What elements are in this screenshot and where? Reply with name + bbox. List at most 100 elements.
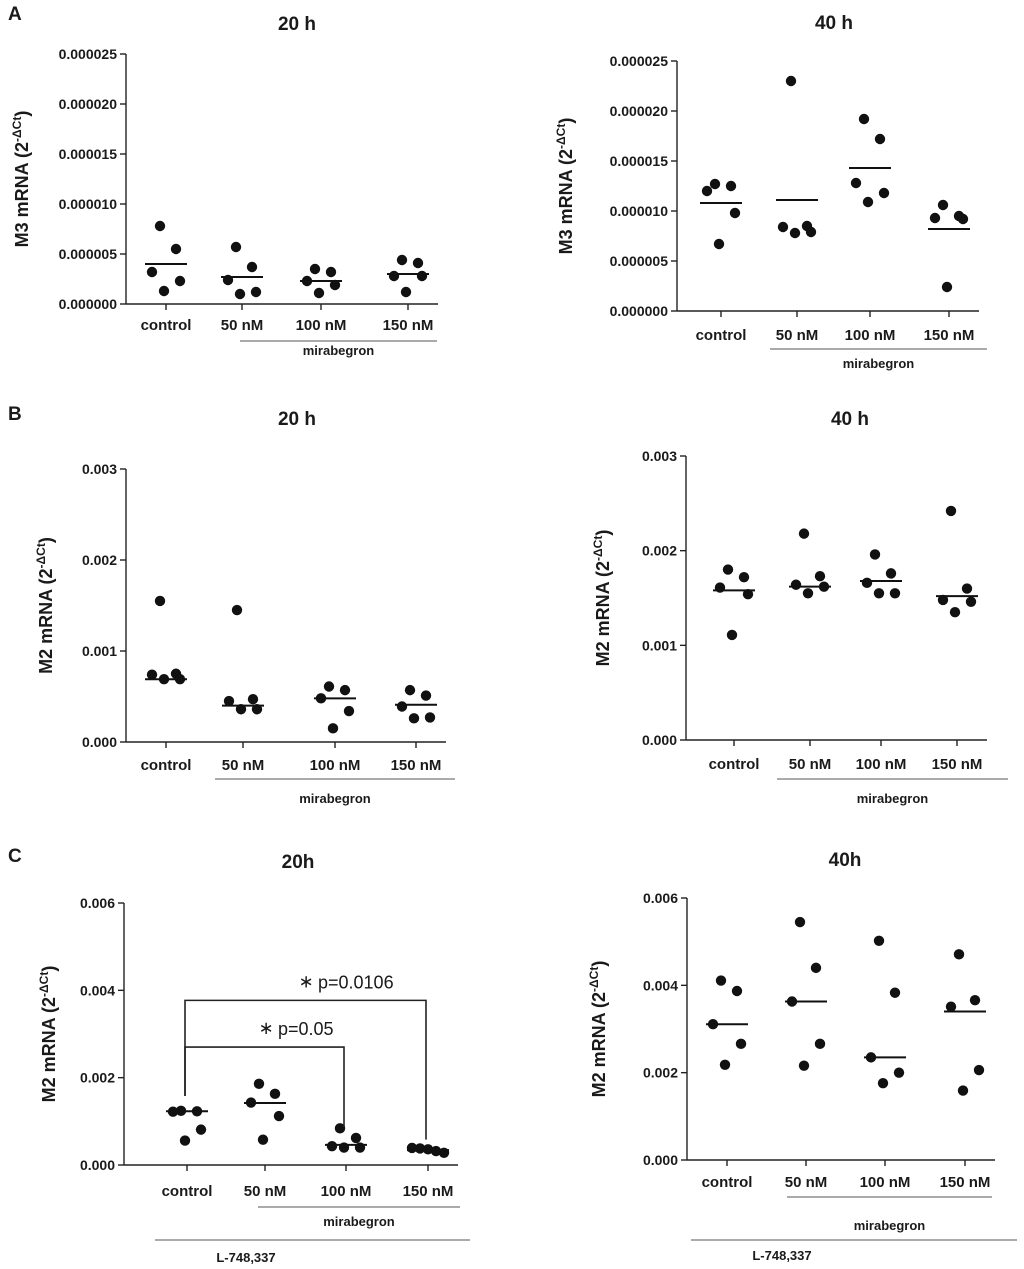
- data-point: [861, 577, 873, 589]
- y-tick-label: 0.002: [82, 552, 117, 568]
- chart-6: 40h 0.000 0.002 0.004 0.006 control 50 nM 100 n…: [587, 850, 1017, 1263]
- chart-1: 20 h 0.000000 0.000005 0.000010 0.000015 0.00…: [10, 14, 438, 358]
- y-tick-label: 0.003: [642, 448, 677, 464]
- chart-title: 40h: [829, 850, 862, 871]
- data-point: [878, 187, 890, 199]
- data-point: [388, 270, 400, 282]
- data-point: [798, 1060, 810, 1071]
- data-point: [170, 243, 182, 255]
- y-tick-label: 0.000005: [610, 253, 669, 269]
- data-point: [877, 1077, 889, 1089]
- y-tick-label: 0.000: [82, 734, 117, 750]
- data-point: [396, 701, 408, 712]
- data-point: [339, 684, 351, 696]
- chart-4: 40 h 0.000 0.001 0.002 0.003 control 50 nM 100 …: [591, 409, 1008, 806]
- data-point: [251, 704, 263, 715]
- data-point: [179, 1135, 191, 1146]
- data-point: [735, 1038, 747, 1050]
- y-tick-label: 0.000010: [610, 203, 669, 219]
- data-point: [235, 704, 247, 715]
- data-point: [945, 505, 957, 517]
- x-category-label: 150 nM: [932, 756, 983, 773]
- data-point: [400, 286, 412, 298]
- data-point: [350, 1132, 362, 1144]
- data-point: [327, 723, 339, 734]
- y-tick-label: 0.002: [642, 543, 677, 559]
- data-point: [961, 583, 973, 594]
- data-point: [424, 712, 436, 723]
- y-tick-label: 0.000015: [610, 153, 669, 169]
- x-category-label: 50 nM: [221, 317, 264, 334]
- data-point: [885, 568, 897, 579]
- data-point: [329, 279, 341, 291]
- data-point: [325, 266, 337, 278]
- significance-star: ∗: [298, 971, 313, 991]
- data-point: [257, 1134, 269, 1145]
- data-point: [715, 975, 727, 986]
- data-point: [742, 589, 754, 600]
- y-tick-label: 0.000: [80, 1157, 115, 1173]
- x-category-label: 150 nM: [383, 317, 434, 334]
- data-point: [404, 684, 416, 696]
- x-category-label: 100 nM: [321, 1183, 372, 1200]
- data-point: [247, 694, 259, 705]
- data-point: [937, 199, 949, 211]
- data-point: [862, 196, 874, 208]
- y-tick-label: 0.000025: [610, 53, 669, 69]
- data-point: [874, 133, 886, 145]
- data-point: [893, 1067, 905, 1078]
- x-category-label: 100 nM: [310, 757, 361, 774]
- chart-2: 40 h 0.000000 0.000005 0.000010 0.000015 0.00…: [554, 13, 987, 371]
- y-tick-label: 0.001: [642, 637, 677, 653]
- x-category-label: 50 nM: [222, 757, 265, 774]
- x-category-label: 50 nM: [244, 1183, 287, 1200]
- chart-title: 20h: [282, 852, 315, 873]
- data-point: [777, 221, 789, 233]
- data-point: [785, 75, 797, 87]
- y-tick-label: 0.006: [643, 890, 678, 906]
- x-category-label: 150 nM: [391, 757, 442, 774]
- panel-label-b: B: [8, 404, 22, 425]
- data-point: [957, 213, 969, 225]
- data-point: [246, 261, 258, 273]
- group-label: mirabegron: [303, 343, 375, 358]
- group-label: mirabegron: [843, 356, 915, 371]
- y-tick-label: 0.003: [82, 461, 117, 477]
- x-category-label: 100 nM: [856, 756, 907, 773]
- y-tick-label: 0.000: [642, 732, 677, 748]
- y-tick-label: 0.000020: [610, 103, 669, 119]
- group-label: mirabegron: [323, 1214, 395, 1229]
- x-category-label: control: [696, 327, 747, 344]
- x-category-label: 50 nM: [789, 756, 832, 773]
- data-point: [154, 220, 166, 232]
- data-point: [269, 1088, 281, 1100]
- x-category-label: control: [141, 317, 192, 334]
- data-point: [869, 549, 881, 560]
- y-axis-label: M2 mRNA (2-ΔCt): [587, 961, 609, 1098]
- data-point: [973, 1064, 985, 1076]
- data-point: [858, 113, 870, 125]
- data-point: [234, 288, 246, 300]
- x-category-label: 100 nM: [860, 1174, 911, 1191]
- significance-bracket: [184, 1046, 345, 1128]
- chart-title: 40 h: [815, 13, 853, 34]
- y-tick-label: 0.000020: [59, 96, 118, 112]
- y-axis-label: M2 mRNA (2-ΔCt): [34, 537, 56, 674]
- data-point: [937, 594, 949, 606]
- data-point: [231, 604, 243, 616]
- data-point: [738, 571, 750, 583]
- data-point: [713, 238, 725, 250]
- y-tick-label: 0.000000: [59, 296, 118, 312]
- y-tick-label: 0.006: [80, 895, 115, 911]
- data-point: [802, 588, 814, 599]
- y-tick-label: 0.000015: [59, 146, 118, 162]
- y-axis-label: M3 mRNA (2-ΔCt): [554, 118, 576, 255]
- data-point: [146, 669, 158, 680]
- significance-star: ∗: [258, 1018, 273, 1038]
- data-point: [929, 212, 941, 224]
- y-tick-label: 0.000010: [59, 196, 118, 212]
- data-point: [945, 1001, 957, 1012]
- x-category-label: 100 nM: [845, 327, 896, 344]
- y-tick-label: 0.002: [80, 1070, 115, 1086]
